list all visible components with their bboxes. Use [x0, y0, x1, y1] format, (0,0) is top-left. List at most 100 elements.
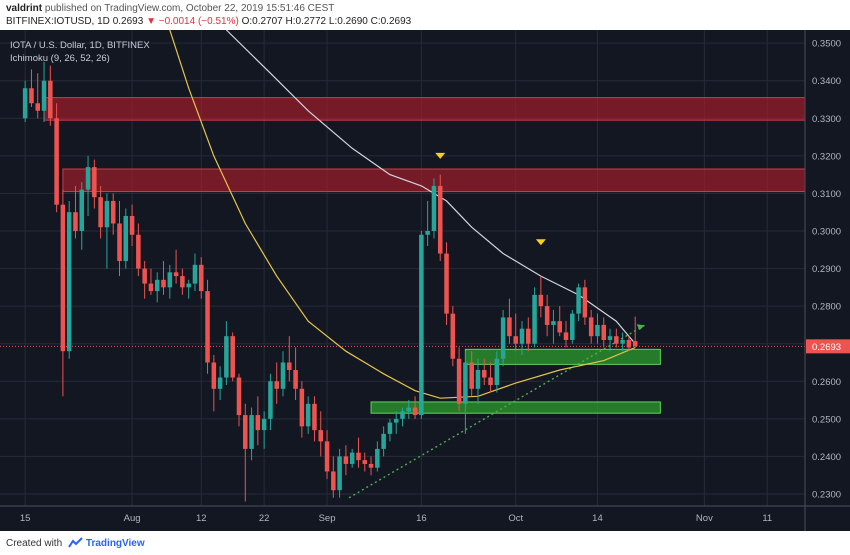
ohlc-high: H:0.2772	[285, 16, 327, 27]
chart-area[interactable]: 0.23000.24000.25000.26000.27000.28000.29…	[0, 30, 850, 531]
candle-body	[507, 317, 512, 337]
candle-body	[299, 388, 305, 427]
candle-body	[563, 332, 569, 340]
time-tick-label: Aug	[124, 513, 141, 524]
top-marker-icon	[535, 239, 546, 246]
candle-body	[66, 212, 72, 352]
candle-body	[92, 167, 97, 198]
candle-body	[381, 433, 386, 449]
time-tick-label: 14	[592, 513, 603, 524]
candle-body	[261, 418, 267, 431]
candle-body	[280, 362, 286, 389]
published-text: published on TradingView.com, October 22…	[44, 3, 335, 14]
candle-body	[469, 362, 474, 389]
down-arrow-icon: ▼	[146, 16, 156, 27]
candle-body	[243, 415, 248, 449]
footer: Created with TradingView	[0, 531, 850, 555]
candle-body	[198, 264, 204, 292]
current-price-label: 0.2693	[812, 342, 841, 353]
candle-body	[205, 291, 210, 363]
ohlc-low: L:0.2690	[328, 16, 368, 27]
candle-body	[614, 336, 619, 344]
candle-body	[450, 313, 456, 359]
candle-body	[79, 189, 85, 231]
candle-body	[544, 306, 550, 325]
candle-body	[456, 358, 462, 404]
candle-body	[148, 283, 154, 292]
candle-body	[192, 264, 198, 284]
time-tick-label: 11	[762, 513, 772, 524]
candle-body	[463, 362, 468, 404]
price-tick-label: 0.3200	[812, 151, 841, 162]
author-name[interactable]: valdrint	[6, 3, 43, 14]
time-tick-label: 16	[416, 513, 427, 524]
candle-body	[419, 234, 424, 416]
ohlc-open: O:0.2707	[241, 16, 283, 27]
brand-name[interactable]: TradingView	[85, 538, 145, 549]
time-tick-label: Nov	[696, 513, 713, 524]
candle-body	[494, 358, 500, 386]
candle-body	[173, 272, 179, 277]
candle-body	[331, 471, 336, 491]
ascending-trendline	[348, 324, 645, 499]
candle-body	[104, 200, 110, 228]
price-tick-label: 0.2800	[812, 302, 841, 313]
candle-body	[557, 321, 562, 333]
legend-indicator[interactable]: Ichimoku (9, 26, 52, 26)	[10, 53, 110, 64]
candle-body	[368, 463, 374, 468]
symbol-name: BITFINEX:IOTUSD, 1D	[6, 16, 110, 27]
candle-body	[632, 341, 638, 347]
candle-body	[48, 80, 53, 119]
candle-body	[312, 403, 317, 431]
candle-body	[287, 362, 292, 370]
candle-body	[551, 321, 556, 325]
candle-body	[337, 456, 342, 491]
candle-body	[22, 88, 28, 119]
candle-body	[73, 212, 78, 231]
candle-body	[488, 377, 493, 386]
candle-body	[224, 336, 229, 378]
candle-body	[305, 403, 311, 427]
candle-body	[268, 381, 273, 419]
price-chart[interactable]: 0.23000.24000.25000.26000.27000.28000.29…	[0, 30, 850, 531]
candle-body	[538, 294, 544, 307]
candle-body	[60, 204, 66, 352]
candle-body	[500, 317, 506, 359]
trendline-arrow-icon	[636, 324, 645, 331]
top-marker-icon	[435, 152, 446, 159]
price-tick-label: 0.2600	[812, 377, 841, 388]
candle-body	[588, 317, 594, 337]
chart-legend: IOTA / U.S. Dollar, 1D, BITFINEX Ichimok…	[10, 39, 150, 65]
time-tick-label: 12	[196, 513, 207, 524]
candle-body	[324, 441, 330, 472]
candle-body	[293, 370, 298, 389]
created-text: Created with	[6, 538, 63, 549]
price-axis-background	[805, 30, 850, 531]
candle-body	[154, 279, 160, 292]
candle-body	[393, 418, 399, 423]
candle-body	[249, 415, 254, 449]
symbol-info: BITFINEX:IOTUSD, 1D 0.2693 ▼ −0.0014 (−0…	[6, 16, 411, 27]
candle-body	[161, 279, 166, 288]
price-tick-label: 0.3400	[812, 76, 841, 87]
price-tick-label: 0.3100	[812, 189, 841, 200]
candle-body	[570, 313, 575, 340]
candle-body	[526, 328, 531, 344]
candle-body	[349, 452, 355, 464]
price-tick-label: 0.2900	[812, 264, 841, 275]
candle-body	[142, 268, 147, 284]
tradingview-logo-icon	[68, 537, 83, 548]
candle-body	[532, 294, 537, 344]
publish-info: valdrint published on TradingView.com, O…	[6, 3, 334, 14]
candle-body	[601, 324, 607, 340]
ohlc-close: C:0.2693	[370, 16, 412, 27]
current-price-badge	[806, 339, 850, 354]
candle-body	[444, 253, 449, 314]
candle-body	[412, 407, 418, 416]
price-tick-label: 0.3300	[812, 114, 841, 125]
candle-body	[519, 328, 525, 344]
candle-body	[375, 448, 380, 468]
support-zone	[370, 401, 661, 414]
candle-body	[54, 118, 59, 205]
created-with: Created with TradingView	[6, 537, 145, 549]
